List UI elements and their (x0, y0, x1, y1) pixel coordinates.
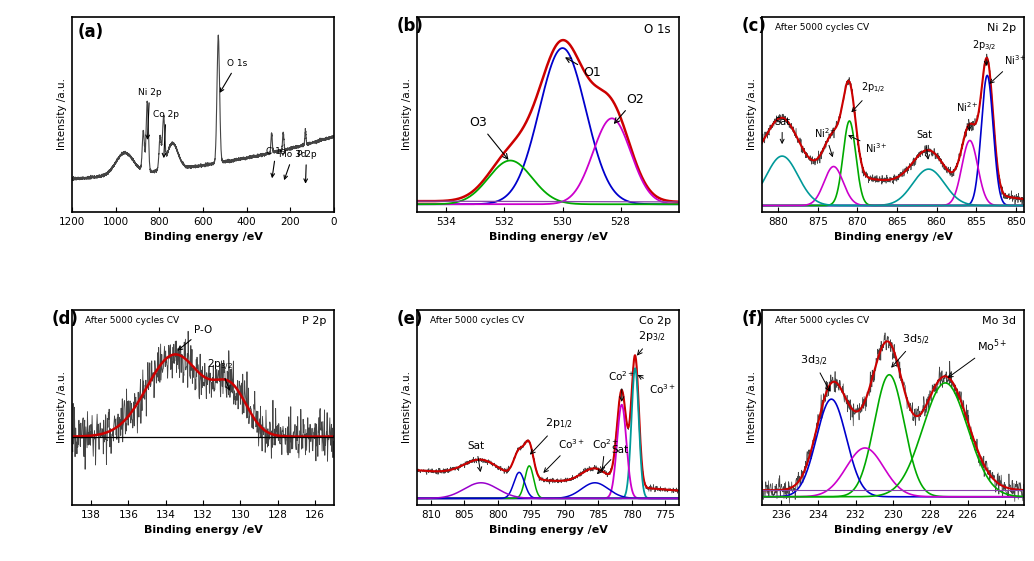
X-axis label: Binding energy /eV: Binding energy /eV (833, 525, 952, 535)
Text: 2p$_{1/2}$: 2p$_{1/2}$ (852, 81, 886, 112)
X-axis label: Binding energy /eV: Binding energy /eV (489, 232, 607, 242)
X-axis label: Binding energy /eV: Binding energy /eV (489, 525, 607, 535)
Text: C 1s: C 1s (266, 146, 285, 177)
Text: 2p$_{1/2}$: 2p$_{1/2}$ (530, 417, 573, 454)
Text: (e): (e) (396, 310, 423, 328)
Text: After 5000 cycles CV: After 5000 cycles CV (776, 315, 870, 324)
Text: 2p$_{3/2}$: 2p$_{3/2}$ (972, 39, 997, 65)
Text: O 1s: O 1s (644, 22, 671, 36)
Text: O2: O2 (614, 93, 644, 123)
Text: Sat: Sat (917, 130, 933, 159)
Text: Co$^{3+}$: Co$^{3+}$ (638, 375, 675, 396)
Text: Ni 2p: Ni 2p (138, 88, 161, 139)
Text: Co$^{2+}$: Co$^{2+}$ (608, 370, 636, 401)
Text: (b): (b) (396, 17, 423, 35)
Text: O 1s: O 1s (220, 59, 247, 92)
Text: 2p$_{3/2}$: 2p$_{3/2}$ (207, 358, 233, 390)
X-axis label: Binding energy /eV: Binding energy /eV (833, 232, 952, 242)
Y-axis label: Intensity /a.u.: Intensity /a.u. (57, 79, 67, 150)
Text: (a): (a) (78, 22, 103, 41)
Text: Mo 3d: Mo 3d (279, 150, 307, 179)
Text: Co 2p: Co 2p (639, 315, 671, 325)
Text: P 2p: P 2p (302, 315, 326, 325)
Text: (d): (d) (52, 310, 79, 328)
Text: After 5000 cycles CV: After 5000 cycles CV (430, 315, 524, 324)
Text: Ni 2p: Ni 2p (986, 22, 1015, 33)
Text: Mo 3d: Mo 3d (982, 315, 1015, 325)
Text: (c): (c) (741, 17, 766, 35)
Text: Co 2p: Co 2p (153, 110, 179, 157)
Text: O3: O3 (469, 116, 508, 159)
Y-axis label: Intensity /a.u.: Intensity /a.u. (402, 79, 412, 150)
Text: Co$^{2+}$: Co$^{2+}$ (591, 437, 618, 471)
Y-axis label: Intensity /a.u.: Intensity /a.u. (57, 371, 67, 443)
Text: O1: O1 (566, 58, 601, 79)
Text: Ni$^{3+}$: Ni$^{3+}$ (849, 136, 888, 155)
X-axis label: Binding energy /eV: Binding energy /eV (144, 525, 263, 535)
Y-axis label: Intensity /a.u.: Intensity /a.u. (747, 371, 757, 443)
Text: 3d$_{5/2}$: 3d$_{5/2}$ (891, 333, 930, 367)
Text: Ni$^{2+}$: Ni$^{2+}$ (814, 126, 837, 157)
Text: Mo$^{5+}$: Mo$^{5+}$ (948, 337, 1007, 378)
Text: Co$^{3+}$: Co$^{3+}$ (544, 437, 585, 472)
Text: Sat: Sat (598, 445, 629, 473)
Text: 3d$_{3/2}$: 3d$_{3/2}$ (799, 353, 829, 391)
Text: (f): (f) (741, 310, 764, 328)
X-axis label: Binding energy /eV: Binding energy /eV (144, 232, 263, 242)
Y-axis label: Intensity /a.u.: Intensity /a.u. (747, 79, 757, 150)
Text: Sat: Sat (774, 117, 790, 143)
Text: 2p$_{3/2}$: 2p$_{3/2}$ (638, 330, 666, 355)
Text: After 5000 cycles CV: After 5000 cycles CV (86, 315, 180, 324)
Text: P-O: P-O (178, 325, 212, 350)
Text: Ni$^{3+}$: Ni$^{3+}$ (991, 53, 1027, 83)
Text: Ni$^{2+}$: Ni$^{2+}$ (956, 100, 979, 130)
Y-axis label: Intensity /a.u.: Intensity /a.u. (402, 371, 412, 443)
Text: Sat: Sat (467, 441, 485, 471)
Text: After 5000 cycles CV: After 5000 cycles CV (776, 22, 870, 31)
Text: P 2p: P 2p (297, 150, 316, 182)
